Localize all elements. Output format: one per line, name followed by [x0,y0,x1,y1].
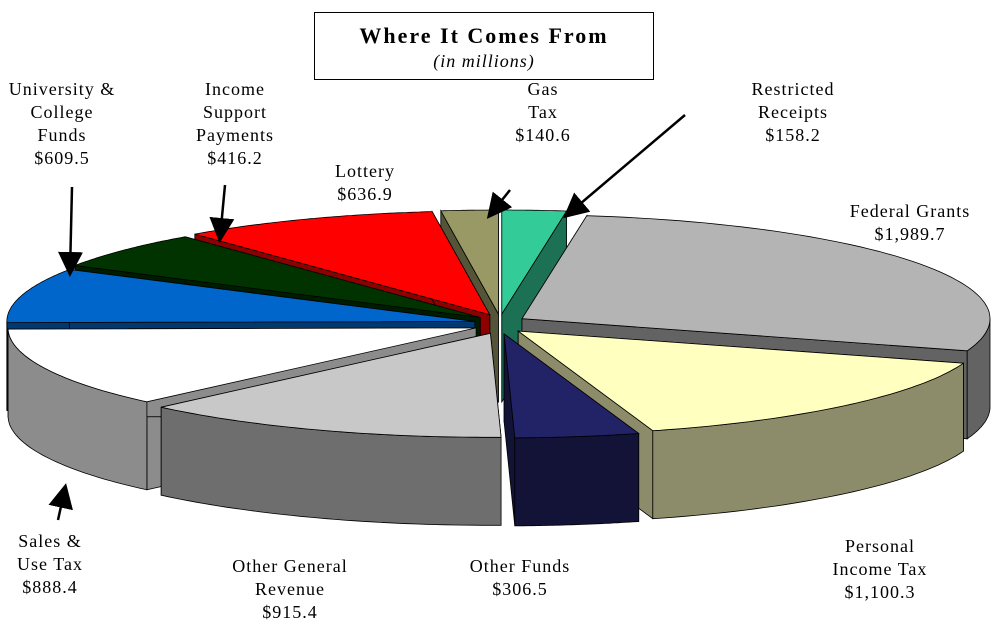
title-box: Where It Comes From (in millions) [314,12,654,80]
category-label: Federal Grants [849,201,971,221]
slice [516,330,965,432]
value-label: $1,100.3 [844,582,916,602]
value-label: $915.4 [262,602,318,622]
arrow [57,186,83,277]
value-label: $416.2 [207,148,263,168]
value-label: $888.4 [22,577,78,597]
arrow [209,184,235,243]
category-label: Restricted Receipts [751,79,835,122]
value-label: $306.5 [492,579,548,599]
slice [6,269,475,324]
category-label: Gas Tax [527,79,559,122]
slice-group [516,330,965,520]
slice-label: Sales & Use Tax $888.4 [3,530,98,599]
category-label: Sales & Use Tax [17,531,83,574]
chart-subtitle: (in millions) [433,51,535,71]
category-label: Other Funds [469,556,571,576]
slice-label: Restricted Receipts $158.2 [728,78,858,147]
slice-label: Federal Grants $1,989.7 [825,200,995,246]
slice-label: Lottery $636.9 [320,160,410,206]
slice-label: Other General Revenue $915.4 [210,555,370,623]
value-label: $140.6 [515,125,571,145]
category-label: Personal Income Tax [832,536,928,579]
slice-label: Personal Income Tax $1,100.3 [820,535,940,604]
slice-label: Income Support Payments $416.2 [183,78,288,170]
slice [503,333,640,439]
slice-label: Other Funds $306.5 [450,555,590,601]
category-label: University & College Funds [8,79,116,145]
value-label: $1,989.7 [874,224,946,244]
value-label: $158.2 [765,125,821,145]
value-label: $609.5 [34,148,90,168]
category-label: Lottery [335,161,395,181]
slice-side [514,433,640,527]
slice [161,332,502,438]
slices [6,209,991,527]
slice-label: University & College Funds $609.5 [5,78,120,170]
slice [521,215,991,352]
slice [74,236,481,318]
arrow [48,483,73,521]
category-label: Other General Revenue [232,556,348,599]
arrow [563,114,686,219]
arrows [48,114,686,521]
slice-label: Gas Tax $140.6 [513,78,573,147]
chart-title: Where It Comes From [359,23,609,48]
slice-group [503,333,640,527]
arrow [486,189,513,219]
value-label: $636.9 [337,184,393,204]
slice-group [160,332,502,526]
slice [7,327,477,403]
category-label: Income Support Payments [196,79,274,145]
